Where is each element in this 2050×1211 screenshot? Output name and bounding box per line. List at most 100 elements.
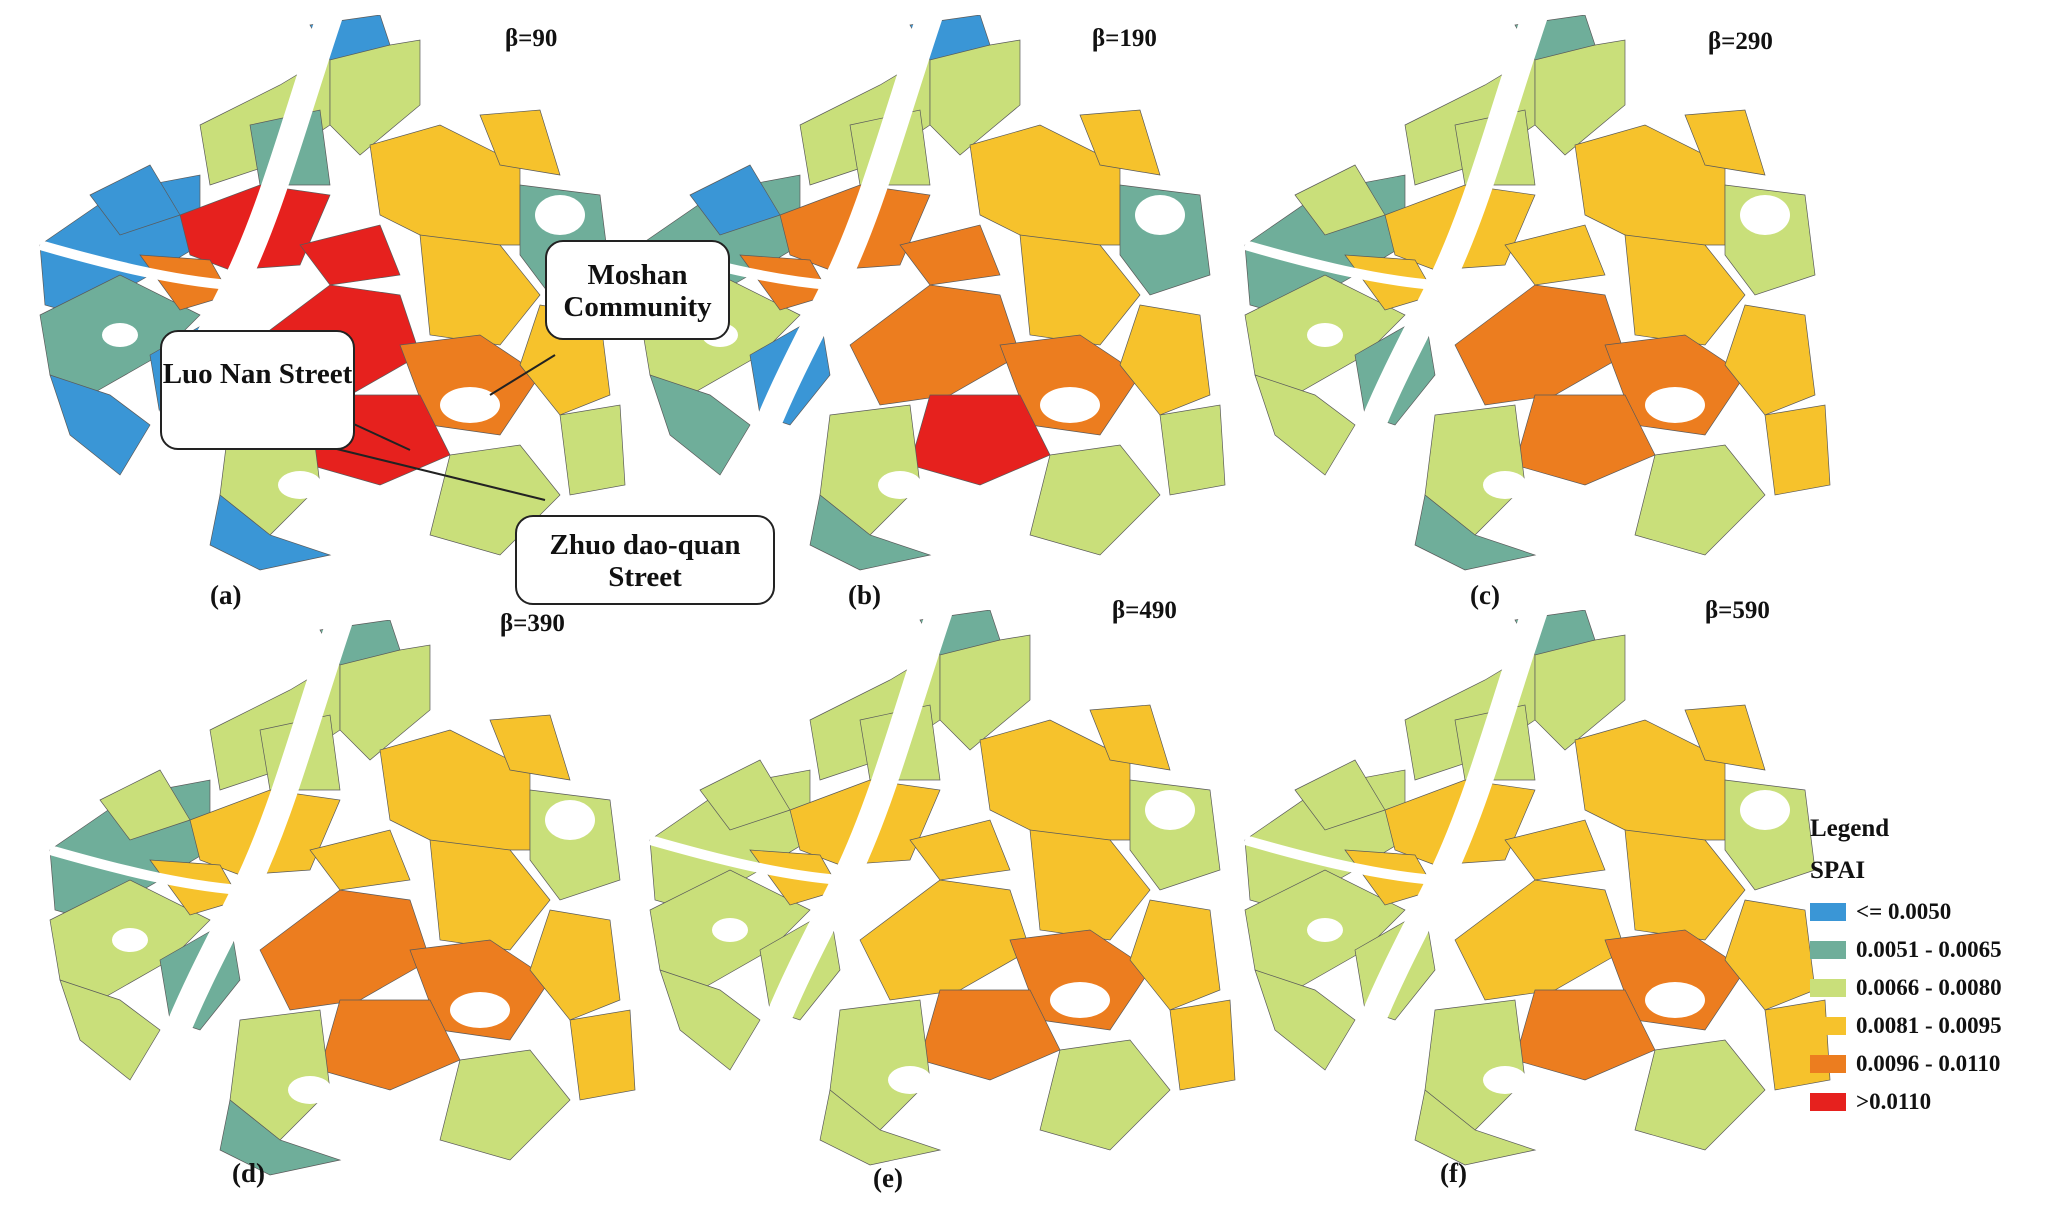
panel-label-f: (f) [1440,1158,1467,1188]
map-f-svg [1243,610,1831,1170]
legend-swatch [1810,1017,1846,1035]
legend-swatch [1810,941,1846,959]
lake [1645,387,1705,423]
district-region [1534,634,1626,751]
lake [1740,195,1790,235]
district-region [299,224,401,286]
yangtze-river [1312,610,1548,1170]
map-e-svg [648,610,1236,1170]
han-river [38,240,231,290]
legend-item: <= 0.0050 [1810,893,2040,931]
district-region [309,829,411,891]
beta-label-f: β=590 [1705,597,1770,624]
lake [112,928,148,952]
legend-swatch [1810,1093,1846,1111]
district-region [59,979,161,1081]
district-region [419,234,541,346]
lake [102,323,138,347]
district-region [1169,999,1236,1091]
beta-label-b: β=190 [1092,25,1157,52]
lake [1145,790,1195,830]
map-panel-a [0,15,640,575]
lake [440,387,500,423]
district-region [689,164,781,236]
lake [288,1076,332,1104]
yangtze-river [1312,15,1548,575]
district-region [1089,704,1171,771]
district-region [529,909,621,1021]
district-region [1634,444,1766,556]
district-region [1504,224,1606,286]
panel-label-c: (c) [1470,580,1500,610]
map-panel-b [600,15,1240,575]
district-region [1624,829,1746,941]
legend-label: >0.0110 [1856,1089,1932,1114]
han-river [48,845,241,895]
district-region [819,1089,942,1166]
district-region [559,404,626,496]
district-region [439,1049,571,1161]
lake [712,918,748,942]
map-panel-f [1205,610,1845,1170]
district-region [1534,39,1626,156]
district-region [259,889,431,1011]
district-region [1504,819,1606,881]
lake [1483,1066,1527,1094]
legend-label: 0.0066 - 0.0080 [1856,975,2002,1000]
yangtze-river [717,610,953,1170]
legend-swatch [1810,1055,1846,1073]
legend-label: <= 0.0050 [1856,899,1952,924]
han-river [1243,835,1436,885]
district-region [819,404,921,536]
district-region [479,109,561,176]
district-region [429,839,551,951]
district-region [1294,164,1386,236]
district-region [49,374,151,476]
district-region [929,39,1021,156]
legend-title: Legend [1810,815,1890,842]
district-region [849,284,1021,406]
callout-moshan-community: Moshan Community [545,240,730,340]
district-region [569,1009,636,1101]
district-region [209,494,332,571]
district-region [1159,404,1226,496]
lake [545,800,595,840]
district-region [1039,1039,1171,1151]
district-region [1414,494,1537,571]
district-region [909,819,1011,881]
beta-label-e: β=490 [1112,597,1177,624]
district-region [1724,899,1816,1011]
beta-label-c: β=290 [1708,28,1773,55]
callout-zhuo-dao-quan-street: Zhuo dao-quan Street [515,515,775,605]
panel-label-b: (b) [848,580,881,610]
legend-subtitle: SPAI [1810,857,1866,884]
district-region [489,714,571,781]
map-a-svg [38,15,626,575]
lake [1050,982,1110,1018]
district-region [829,999,931,1131]
lake [1645,982,1705,1018]
district-region [939,634,1031,751]
district-region [1029,829,1151,941]
lake [888,1066,932,1094]
district-region [1684,704,1766,771]
district-region [1634,1039,1766,1151]
district-region [1424,404,1526,536]
district-region [229,1009,331,1141]
district-region [1254,374,1356,476]
district-region [219,1099,342,1176]
district-region [1414,1089,1537,1166]
panel-label-d: (d) [232,1158,265,1188]
map-panel-d [10,620,650,1180]
callout-luo-nan-street: Luo Nan Street [160,330,355,450]
han-river [648,835,841,885]
map-panel-e [610,610,1250,1170]
map-b-svg [638,15,1226,575]
beta-label-d: β=390 [500,610,565,637]
panel-label-e: (e) [873,1163,903,1193]
district-region [1029,444,1161,556]
lake [1307,918,1343,942]
legend-item: 0.0051 - 0.0065 [1810,931,2040,969]
yangtze-river [107,15,343,575]
